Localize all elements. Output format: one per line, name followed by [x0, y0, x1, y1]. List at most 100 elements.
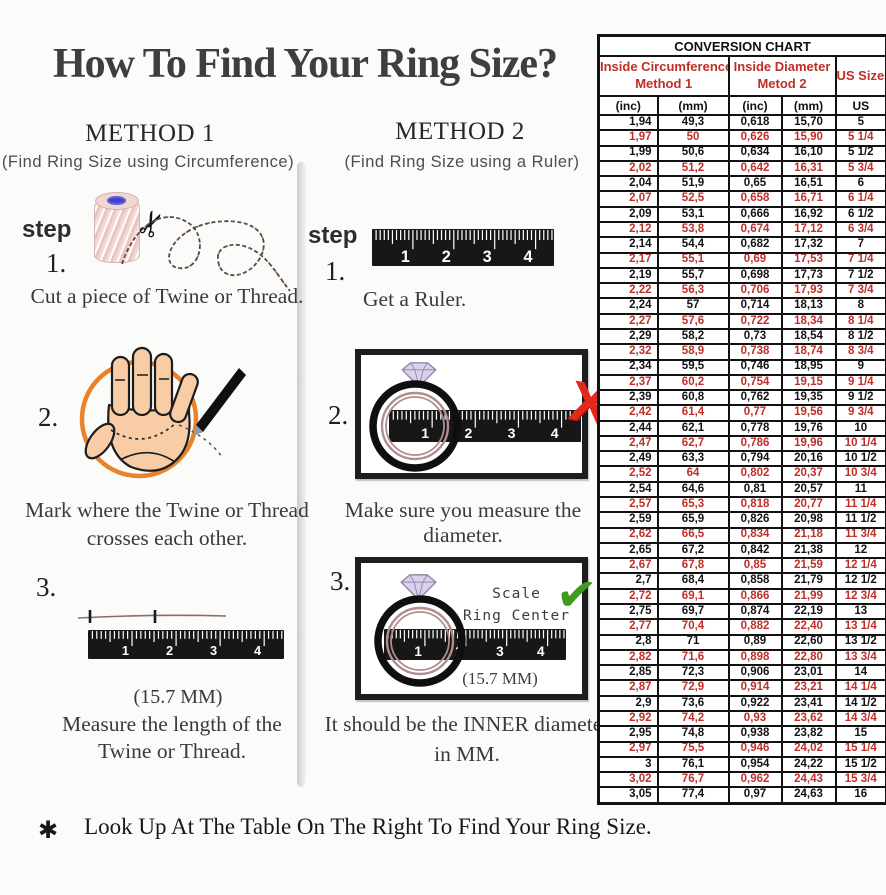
table-cell: 67,2: [656, 541, 730, 560]
table-cell: 14: [834, 664, 886, 682]
table-cell: 3,02: [597, 771, 659, 789]
table-cell: 2,32: [597, 343, 659, 361]
table-cell: 5 3/4: [834, 159, 886, 178]
method1-step3-caption-line2: Twine or Thread.: [98, 739, 246, 763]
table-cell: 0,738: [727, 343, 783, 361]
table-cell: 60,8: [656, 389, 730, 407]
sub-header: (inc): [597, 95, 659, 116]
table-cell: 17,12: [780, 220, 837, 239]
table-cell: 15,90: [780, 129, 837, 147]
table-cell: 68,4: [656, 572, 730, 590]
table-cell: 2,34: [597, 358, 659, 376]
table-row: 2,75 69,7 0,874 22,19 13: [597, 602, 886, 621]
col-group-line: Metod 2: [757, 76, 807, 91]
table-cell: 0,73: [727, 327, 783, 346]
svg-text:3: 3: [496, 644, 504, 659]
table-cell: 0,626: [727, 129, 783, 147]
table-cell: 16: [834, 786, 886, 805]
table-cell: 0,866: [727, 587, 783, 606]
table-cell: 2,67: [597, 557, 659, 575]
table-cell: 13 1/4: [834, 618, 886, 636]
table-row: 2,17 55,1 0,69 17,53 7 1/4: [597, 251, 886, 269]
table-cell: 2,54: [597, 480, 659, 499]
asterisk-icon: ✱: [38, 816, 59, 844]
table-cell: 0,826: [727, 511, 783, 529]
table-cell: 64: [656, 465, 730, 483]
pen-icon: [196, 368, 246, 432]
table-cell: 7: [834, 236, 886, 254]
table-cell: 0,706: [727, 282, 783, 300]
table-row: 2,09 53,1 0,666 16,92 6 1/2: [597, 205, 886, 223]
table-cell: 2,7: [597, 572, 659, 590]
table-cell: 2,52: [597, 465, 659, 483]
table-row: 2,59 65,9 0,826 20,98 11 1/2: [597, 511, 886, 529]
table-cell: 10 3/4: [834, 465, 886, 483]
table-cell: 12 3/4: [834, 587, 886, 606]
table-row: 2,65 67,2 0,842 21,38 12: [597, 541, 886, 560]
table-cell: 51,9: [656, 175, 730, 193]
table-cell: 0,634: [727, 144, 783, 162]
table-cell: 0,85: [727, 557, 783, 575]
col-group-line: Inside Diameter: [733, 59, 831, 75]
footnote-text: Look Up At The Table On The Right To Fin…: [84, 814, 652, 839]
table-cell: 2,22: [597, 282, 659, 300]
svg-text:1: 1: [122, 643, 129, 658]
table-cell: 2,19: [597, 266, 659, 285]
table-cell: 49,3: [656, 113, 730, 132]
table-cell: 0,842: [727, 541, 783, 560]
table-cell: 53,8: [656, 220, 730, 239]
table-cell: 2,39: [597, 389, 659, 407]
table-cell: 73,6: [656, 694, 730, 712]
correct-check-icon: ✔: [552, 565, 599, 625]
table-cell: 71,6: [656, 648, 730, 667]
svg-text:3: 3: [483, 248, 492, 266]
sub-header: (mm): [780, 95, 837, 116]
table-cell: 0,714: [727, 297, 783, 315]
table-cell: 8 3/4: [834, 343, 886, 361]
table-cell: 0,834: [727, 526, 783, 544]
method2-step2-number: 2.: [328, 400, 349, 430]
table-cell: 76,7: [656, 771, 730, 789]
table-cell: 8 1/4: [834, 312, 886, 330]
svg-text:1: 1: [421, 425, 429, 441]
table-cell: 2,75: [597, 602, 659, 621]
table-cell: 10 1/4: [834, 434, 886, 453]
table-cell: 12: [834, 541, 886, 560]
table-cell: 2,04: [597, 175, 659, 193]
table-cell: 0,778: [727, 419, 783, 437]
table-cell: 5: [834, 113, 886, 132]
scale-label-line1: Scale: [492, 586, 541, 602]
table-cell: 0,698: [727, 266, 783, 285]
table-cell: 0,922: [727, 694, 783, 712]
table-row: 3 76,1 0,954 24,22 15 1/2: [597, 755, 886, 774]
method2-step3-caption-line1: It should be the INNER diameter: [324, 712, 610, 736]
table-cell: 11: [834, 480, 886, 499]
table-cell: 6 1/2: [834, 205, 886, 223]
table-cell: 2,14: [597, 236, 659, 254]
table-cell: 9: [834, 358, 886, 376]
table-cell: 19,56: [780, 404, 837, 422]
table-cell: 0,818: [727, 496, 783, 514]
table-cell: 2,8: [597, 633, 659, 651]
table-cell: 53,1: [656, 205, 730, 223]
table-cell: 21,38: [780, 541, 837, 560]
table-row: 2,87 72,9 0,914 23,21 14 1/4: [597, 679, 886, 697]
table-cell: 16,51: [780, 175, 837, 193]
table-cell: 0,642: [727, 159, 783, 178]
table-cell: 12 1/4: [834, 557, 886, 575]
table-cell: 2,02: [597, 159, 659, 178]
table-cell: 66,5: [656, 526, 730, 544]
table-cell: 0,77: [727, 404, 783, 422]
table-cell: 21,59: [780, 557, 837, 575]
sub-header: (mm): [656, 95, 730, 116]
method2-measurement: (15.7 MM): [462, 669, 538, 688]
table-cell: 70,4: [656, 618, 730, 636]
table-cell: 10 1/2: [834, 450, 886, 468]
table-cell: 20,98: [780, 511, 837, 529]
table-cell: 51,2: [656, 159, 730, 178]
svg-text:3: 3: [210, 643, 217, 658]
table-cell: 1,94: [597, 113, 659, 132]
table-cell: 0,97: [727, 786, 783, 805]
table-row: 2,7 68,4 0,858 21,79 12 1/2: [597, 572, 886, 590]
table-cell: 21,18: [780, 526, 837, 544]
